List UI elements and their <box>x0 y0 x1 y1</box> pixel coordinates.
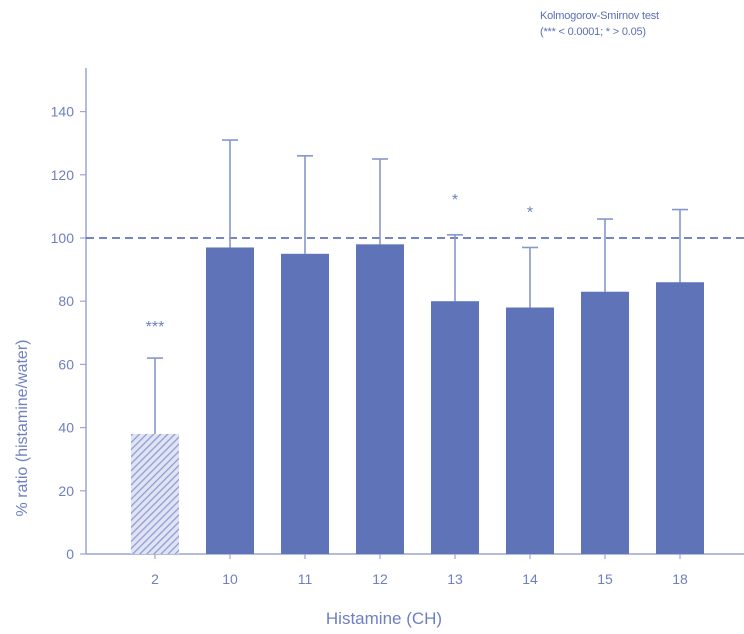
bar-18 <box>656 282 704 554</box>
x-axis-title: Histamine (CH) <box>326 609 442 628</box>
x-tick-label: 13 <box>447 571 463 587</box>
bar-12 <box>356 244 404 554</box>
test-note-line2: (*** < 0.0001; * > 0.05) <box>540 26 646 38</box>
bar-13 <box>431 301 479 554</box>
test-note-line1: Kolmogorov-Smirnov test <box>540 10 659 22</box>
x-tick-label: 12 <box>372 571 388 587</box>
y-tick-label: 140 <box>51 104 75 120</box>
x-tick-label: 14 <box>522 571 538 587</box>
bar-10 <box>206 247 254 555</box>
significance-marker: * <box>452 192 458 209</box>
significance-marker: * <box>527 204 533 221</box>
y-tick-label: 60 <box>58 356 74 372</box>
y-tick-label: 40 <box>58 420 74 436</box>
bar-2 <box>131 433 179 554</box>
bar-15 <box>581 291 629 554</box>
y-tick-label: 20 <box>58 483 74 499</box>
y-tick-label: 120 <box>51 167 75 183</box>
x-tick-label: 11 <box>298 571 313 587</box>
x-tick-label: 10 <box>222 571 238 587</box>
y-tick-label: 80 <box>58 293 74 309</box>
y-tick-label: 0 <box>66 546 74 562</box>
bar-14 <box>506 307 554 554</box>
y-axis-title: % ratio (histamine/water) <box>14 340 31 517</box>
x-tick-label: 2 <box>151 571 159 587</box>
bar-11 <box>281 253 329 555</box>
x-tick-label: 15 <box>597 571 613 587</box>
y-tick-label: 100 <box>51 230 75 246</box>
x-tick-label: 18 <box>672 571 688 587</box>
significance-marker: *** <box>146 319 165 336</box>
